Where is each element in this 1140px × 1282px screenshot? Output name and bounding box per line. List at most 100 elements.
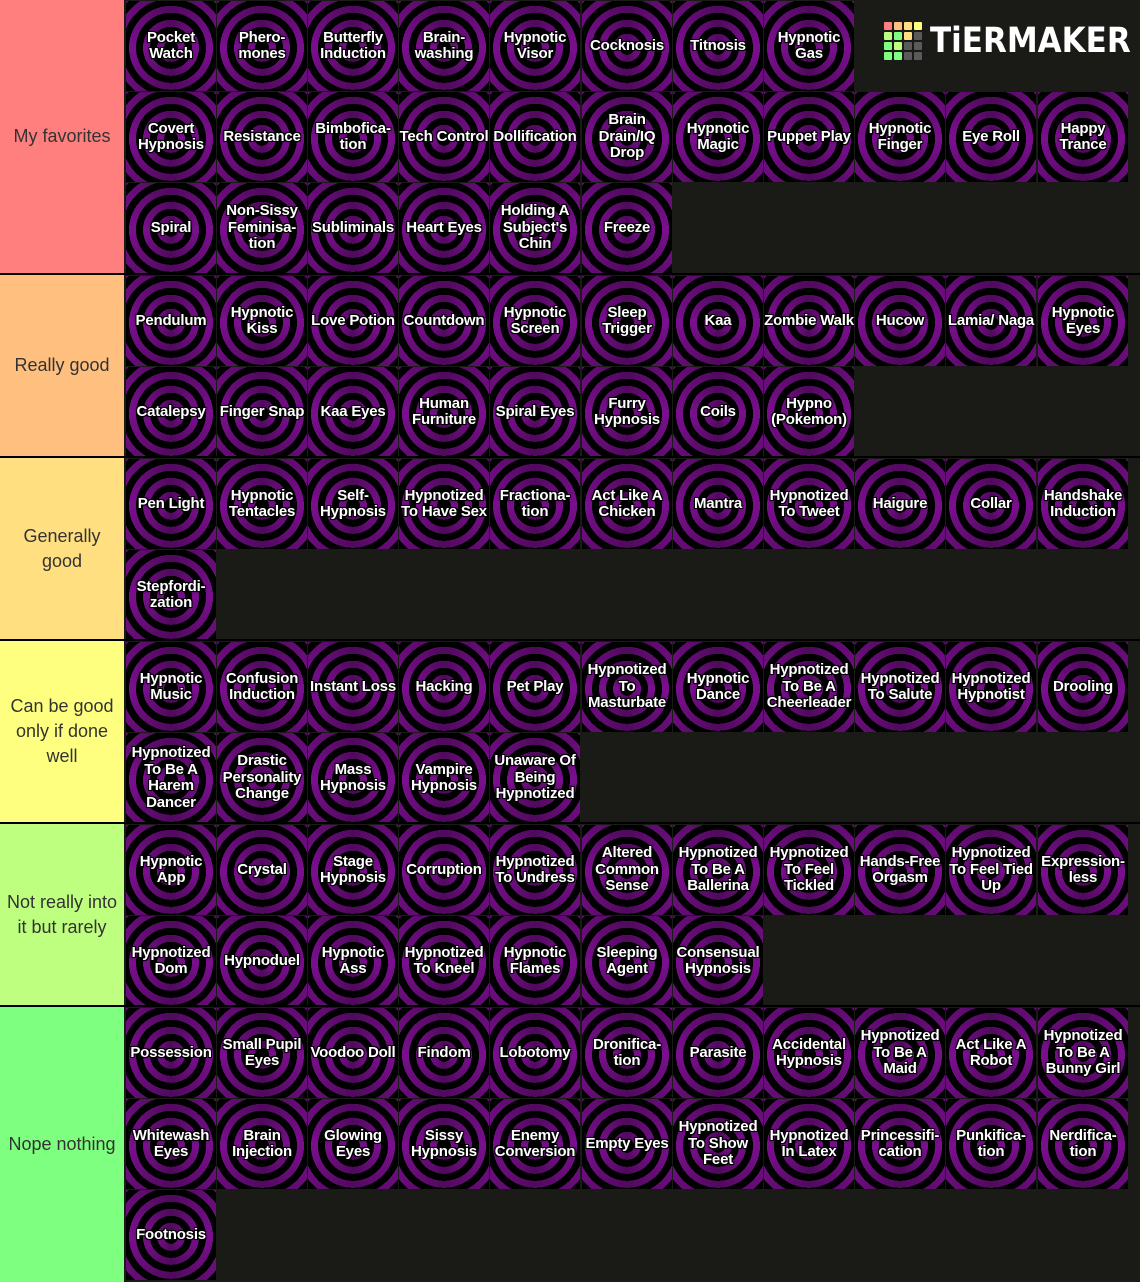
- tier-item[interactable]: Hypnotic App: [126, 825, 216, 915]
- tier-item[interactable]: Non-Sissy Feminisa- tion: [217, 183, 307, 273]
- tier-item[interactable]: Hypnotized To Salute: [855, 642, 945, 732]
- tier-item[interactable]: Stage Hypnosis: [308, 825, 398, 915]
- tier-item[interactable]: Brain Drain/IQ Drop: [582, 92, 672, 182]
- tier-item[interactable]: Accidental Hypnosis: [764, 1008, 854, 1098]
- tier-item[interactable]: Cocknosis: [582, 1, 672, 91]
- tier-item[interactable]: Findom: [399, 1008, 489, 1098]
- tier-item[interactable]: Happy Trance: [1038, 92, 1128, 182]
- tier-item[interactable]: Puppet Play: [764, 92, 854, 182]
- tier-item[interactable]: Bimbofica- tion: [308, 92, 398, 182]
- tier-item[interactable]: Glowing Eyes: [308, 1099, 398, 1189]
- tier-item[interactable]: Hypnotized To Be A Maid: [855, 1008, 945, 1098]
- tier-item[interactable]: Parasite: [673, 1008, 763, 1098]
- tier-item[interactable]: Punkifica- tion: [946, 1099, 1036, 1189]
- tier-item[interactable]: Pendulum: [126, 276, 216, 366]
- tier-item[interactable]: Dronifica- tion: [582, 1008, 672, 1098]
- tier-item[interactable]: Lamia/ Naga: [946, 276, 1036, 366]
- tier-item[interactable]: Furry Hypnosis: [582, 367, 672, 457]
- tier-item[interactable]: Hypnotized To Feel Tickled: [764, 825, 854, 915]
- tier-item[interactable]: Countdown: [399, 276, 489, 366]
- tier-item[interactable]: Zombie Walk: [764, 276, 854, 366]
- tier-item[interactable]: Expression- less: [1038, 825, 1128, 915]
- tier-item[interactable]: Hypnotic Eyes: [1038, 276, 1128, 366]
- tier-item[interactable]: Catalepsy: [126, 367, 216, 457]
- tier-item[interactable]: Hypnotic Ass: [308, 916, 398, 1006]
- tier-item[interactable]: Hypnotized To Have Sex: [399, 459, 489, 549]
- tier-item[interactable]: Hypnotized To Be A Harem Dancer: [126, 733, 216, 823]
- tier-item[interactable]: Spiral: [126, 183, 216, 273]
- tier-item[interactable]: Tech Control: [399, 92, 489, 182]
- tier-item[interactable]: Hypnotized To Be A Ballerina: [673, 825, 763, 915]
- tier-item[interactable]: Hypnotic Magic: [673, 92, 763, 182]
- tier-item[interactable]: Hypnotized To Show Feet: [673, 1099, 763, 1189]
- tier-item[interactable]: Covert Hypnosis: [126, 92, 216, 182]
- tier-item[interactable]: Hypnotized To Tweet: [764, 459, 854, 549]
- tier-item[interactable]: Haigure: [855, 459, 945, 549]
- tier-item[interactable]: Hypnotized In Latex: [764, 1099, 854, 1189]
- tier-item[interactable]: Lobotomy: [490, 1008, 580, 1098]
- tier-item[interactable]: Spiral Eyes: [490, 367, 580, 457]
- tier-item[interactable]: Hacking: [399, 642, 489, 732]
- tier-item[interactable]: Unaware Of Being Hypnotized: [490, 733, 580, 823]
- tier-item[interactable]: Finger Snap: [217, 367, 307, 457]
- tier-item[interactable]: Act Like A Robot: [946, 1008, 1036, 1098]
- tier-item[interactable]: Consensual Hypnosis: [673, 916, 763, 1006]
- tier-item[interactable]: Empty Eyes: [582, 1099, 672, 1189]
- tier-item[interactable]: Pen Light: [126, 459, 216, 549]
- tier-item[interactable]: Hypnotic Dance: [673, 642, 763, 732]
- tier-item[interactable]: Instant Loss: [308, 642, 398, 732]
- tier-item[interactable]: Holding A Subject's Chin: [490, 183, 580, 273]
- tier-item[interactable]: Confusion Induction: [217, 642, 307, 732]
- tier-item[interactable]: Princessifi- cation: [855, 1099, 945, 1189]
- tier-item[interactable]: Hypnotic Finger: [855, 92, 945, 182]
- tier-item[interactable]: Footnosis: [126, 1190, 216, 1280]
- tier-item[interactable]: Hypnotic Flames: [490, 916, 580, 1006]
- tier-item[interactable]: Vampire Hypnosis: [399, 733, 489, 823]
- tier-item[interactable]: Subliminals: [308, 183, 398, 273]
- tier-item[interactable]: Sleeping Agent: [582, 916, 672, 1006]
- tier-item[interactable]: Hypnotized Dom: [126, 916, 216, 1006]
- tier-item[interactable]: Hypnoduel: [217, 916, 307, 1006]
- tier-item[interactable]: Hypnotic Kiss: [217, 276, 307, 366]
- tier-item[interactable]: Whitewash Eyes: [126, 1099, 216, 1189]
- tier-item[interactable]: Stepfordi- zation: [126, 550, 216, 640]
- tier-item[interactable]: Self- Hypnosis: [308, 459, 398, 549]
- tier-item[interactable]: Freeze: [582, 183, 672, 273]
- tier-item[interactable]: Handshake Induction: [1038, 459, 1128, 549]
- tier-item[interactable]: Possession: [126, 1008, 216, 1098]
- tier-item[interactable]: Hypnotic Music: [126, 642, 216, 732]
- tier-item[interactable]: Love Potion: [308, 276, 398, 366]
- tier-item[interactable]: Drooling: [1038, 642, 1128, 732]
- tier-item[interactable]: Sleep Trigger: [582, 276, 672, 366]
- tier-item[interactable]: Corruption: [399, 825, 489, 915]
- tier-item[interactable]: Nerdifica- tion: [1038, 1099, 1128, 1189]
- tier-item[interactable]: Mass Hypnosis: [308, 733, 398, 823]
- tier-item[interactable]: Hypnotic Gas: [764, 1, 854, 91]
- tier-item[interactable]: Hypnotic Visor: [490, 1, 580, 91]
- tier-item[interactable]: Kaa: [673, 276, 763, 366]
- tier-item[interactable]: Hypnotized To Feel Tied Up: [946, 825, 1036, 915]
- tier-item[interactable]: Coils: [673, 367, 763, 457]
- tier-item[interactable]: Mantra: [673, 459, 763, 549]
- tier-item[interactable]: Sissy Hypnosis: [399, 1099, 489, 1189]
- tier-item[interactable]: Voodoo Doll: [308, 1008, 398, 1098]
- tier-item[interactable]: Hypnotized To Undress: [490, 825, 580, 915]
- tier-item[interactable]: Collar: [946, 459, 1036, 549]
- tier-item[interactable]: Brain Injection: [217, 1099, 307, 1189]
- tier-item[interactable]: Kaa Eyes: [308, 367, 398, 457]
- tier-item[interactable]: Human Furniture: [399, 367, 489, 457]
- tier-item[interactable]: Pet Play: [490, 642, 580, 732]
- tier-item[interactable]: Pocket Watch: [126, 1, 216, 91]
- tier-item[interactable]: Enemy Conversion: [490, 1099, 580, 1189]
- tier-item[interactable]: Hypnotized To Kneel: [399, 916, 489, 1006]
- tier-item[interactable]: Altered Common Sense: [582, 825, 672, 915]
- tier-item[interactable]: Small Pupil Eyes: [217, 1008, 307, 1098]
- tier-item[interactable]: Titnosis: [673, 1, 763, 91]
- tier-item[interactable]: Brain- washing: [399, 1, 489, 91]
- tier-item[interactable]: Dollification: [490, 92, 580, 182]
- tier-item[interactable]: Hypnotized Hypnotist: [946, 642, 1036, 732]
- tier-item[interactable]: Hypnotic Screen: [490, 276, 580, 366]
- tier-item[interactable]: Resistance: [217, 92, 307, 182]
- tier-item[interactable]: Hypno (Pokemon): [764, 367, 854, 457]
- tier-item[interactable]: Act Like A Chicken: [582, 459, 672, 549]
